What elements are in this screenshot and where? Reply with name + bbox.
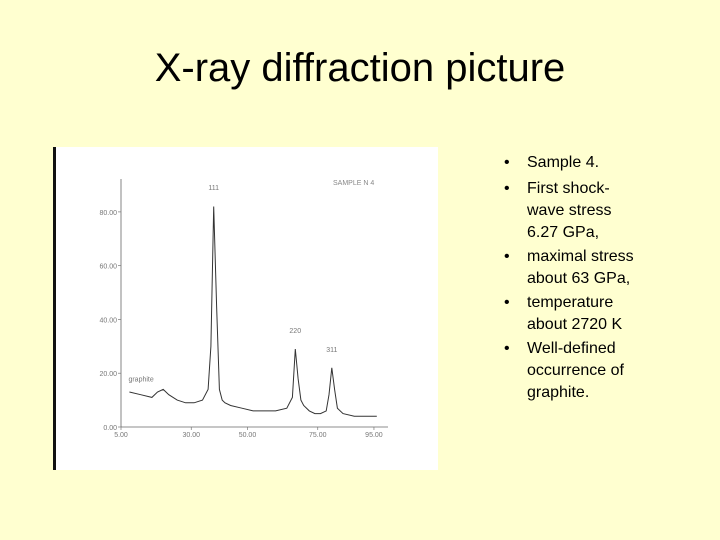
- chart-labels: 0.00 20.00 40.00 60.00 80.00 5.00 30.00 50.00 75…: [99, 180, 382, 439]
- bullet-text: temperature about 2720 K: [527, 294, 623, 333]
- x-tick-label: 5.00: [114, 432, 128, 439]
- peak-label: 220: [289, 328, 301, 335]
- bullet-list: • Sample 4. • First shock- wave stress 6…: [498, 152, 713, 406]
- peak-label: 311: [326, 347, 337, 354]
- bullet-dot-icon: •: [504, 340, 510, 357]
- peak-label: 111: [208, 185, 219, 192]
- bullet-text: Sample 4.: [527, 154, 600, 171]
- bullet-text: maximal stress about 63 GPa,: [527, 248, 634, 287]
- xrd-chart-scan: 0.00 20.00 40.00 60.00 80.00 5.00 30.00 50.00 75…: [53, 147, 438, 470]
- diffraction-series-line: [129, 206, 377, 417]
- x-tick-label: 50.00: [239, 432, 257, 439]
- bullet-dot-icon: •: [504, 154, 510, 171]
- bullet-dot-icon: •: [504, 180, 510, 197]
- bullet-item: • temperature about 2720 K: [498, 292, 713, 336]
- scan-edge: [53, 147, 56, 470]
- y-tick-label: 80.00: [99, 210, 117, 217]
- x-tick-label: 30.00: [182, 432, 200, 439]
- y-tick-label: 0.00: [103, 425, 117, 432]
- x-tick-label: 95.00: [365, 432, 383, 439]
- y-tick-label: 60.00: [99, 264, 117, 271]
- chart-axes: [118, 179, 388, 430]
- bullet-item: • Sample 4.: [498, 152, 713, 174]
- bullet-item: • Well-defined occurrence of graphite.: [498, 338, 713, 404]
- bullet-dot-icon: •: [504, 294, 510, 311]
- slide-title: X-ray diffraction picture: [154, 46, 566, 90]
- xrd-chart: 0.00 20.00 40.00 60.00 80.00 5.00 30.00 50.00 75…: [99, 179, 388, 439]
- peak-label: graphite: [128, 376, 153, 383]
- bullet-dot-icon: •: [504, 248, 510, 265]
- x-tick-label: 75.00: [309, 432, 327, 439]
- bullet-text: First shock- wave stress 6.27 GPa,: [527, 180, 612, 241]
- bullet-item: • First shock- wave stress 6.27 GPa,: [498, 178, 713, 244]
- y-tick-label: 40.00: [99, 317, 117, 324]
- bullet-item: • maximal stress about 63 GPa,: [498, 246, 713, 290]
- y-tick-label: 20.00: [99, 371, 117, 378]
- bullet-text: Well-defined occurrence of graphite.: [527, 340, 624, 401]
- chart-title: SAMPLE N 4: [333, 180, 374, 187]
